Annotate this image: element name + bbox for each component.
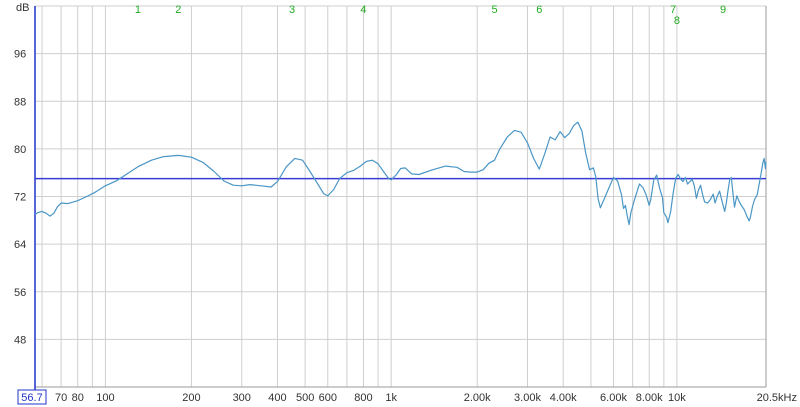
x-tick-label: 400 — [268, 392, 286, 404]
filter-marker-label: 3 — [289, 4, 295, 16]
x-tick-label: 20.5kHz — [757, 392, 797, 404]
filter-marker-label: 2 — [175, 4, 181, 16]
x-tick-label: 3.00k — [514, 392, 541, 404]
axes — [17, 6, 766, 405]
x-start-box — [17, 389, 47, 405]
x-tick-label: 2.00k — [464, 392, 491, 404]
x-tick-label: 1k — [385, 392, 397, 404]
y-tick-label: 96 — [14, 49, 26, 61]
grid-lines — [35, 5, 767, 387]
x-tick-label: 70 — [55, 392, 67, 404]
filter-marker-label: 8 — [674, 15, 680, 27]
x-tick-label: 300 — [233, 392, 251, 404]
filter-marker-label: 1 — [135, 4, 141, 16]
x-tick-label: 10k — [668, 392, 686, 404]
response-traces — [34, 121, 767, 226]
x-tick-label: 4.00k — [550, 392, 577, 404]
filter-marker-label: 4 — [360, 4, 366, 16]
filter-marker-label: 6 — [536, 4, 542, 16]
y-tick-label: 88 — [14, 96, 26, 108]
filter-marker-label: 9 — [720, 4, 726, 16]
y-tick-label: 64 — [14, 239, 26, 251]
x-start-label: 56.7 — [21, 392, 42, 404]
x-tick-label: 100 — [96, 392, 114, 404]
y-tick-label: 56 — [14, 287, 26, 299]
y-tick-label: 80 — [14, 144, 26, 156]
x-tick-label: 600 — [319, 392, 337, 404]
filter-marker-label: 5 — [491, 4, 497, 16]
x-tick-label: 800 — [354, 392, 372, 404]
y-axis-unit-label: dB — [16, 2, 29, 14]
filter-markers: 1 2 3 4 5 6 78 9 — [135, 4, 726, 27]
y-tick-label: 48 — [14, 334, 26, 346]
x-tick-label: 6.00k — [600, 392, 627, 404]
filter-marker-label: 7 — [670, 4, 676, 16]
response-trace — [34, 121, 767, 226]
x-tick-label: 200 — [182, 392, 200, 404]
x-tick-label: 500 — [296, 392, 314, 404]
y-tick-label: 72 — [14, 192, 26, 204]
x-tick-label: 8.00k — [636, 392, 663, 404]
x-tick-label: 80 — [72, 392, 84, 404]
